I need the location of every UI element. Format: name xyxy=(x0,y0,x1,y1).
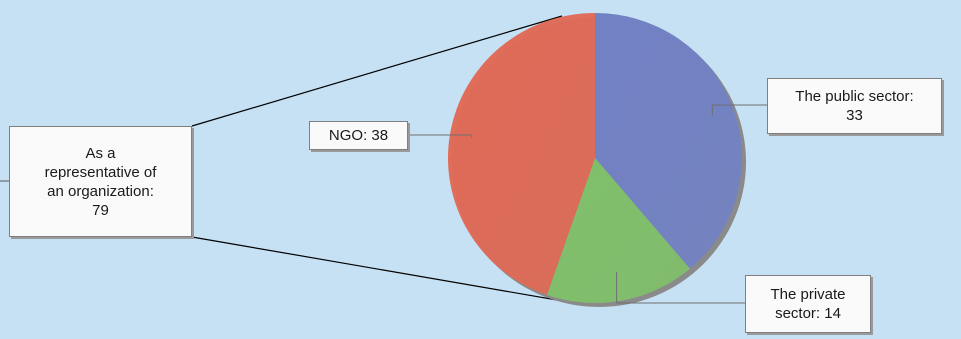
pie-slice-the-private-sector xyxy=(546,158,690,303)
leader-line-private-sector xyxy=(616,272,745,304)
parent-label-line-4: 79 xyxy=(92,201,109,219)
private-sector-label-line-2: sector: 14 xyxy=(775,305,841,322)
leader-lines xyxy=(408,104,767,304)
public-sector-label-line-2: 33 xyxy=(846,107,863,124)
parent-label-line-2: representative of xyxy=(44,163,157,181)
ngo-label-line-1: NGO: 38 xyxy=(328,127,389,144)
public-sector-label-line-1: The public sector: xyxy=(795,88,914,105)
parent-label-line-3: an organization: xyxy=(47,182,154,200)
zoom-connector-top xyxy=(191,15,563,127)
private-sector-label: The private sector: 14 xyxy=(745,275,871,333)
parent-slice-label: As a representative of an organization: … xyxy=(9,126,192,237)
parent-label-line-1: As a xyxy=(85,144,116,162)
pie-slices xyxy=(447,13,742,303)
public-sector-label: The public sector: 33 xyxy=(767,78,942,134)
leader-line-public-sector xyxy=(711,104,767,116)
pie-slice-the-public-sector xyxy=(595,13,742,269)
private-sector-label-line-1: The private xyxy=(770,286,846,303)
pie-slice-ngo xyxy=(447,13,595,296)
ngo-label: NGO: 38 xyxy=(309,121,408,150)
zoom-connector-bottom xyxy=(191,236,581,305)
leader-line-ngo xyxy=(408,134,473,138)
connector-lines xyxy=(0,15,581,305)
